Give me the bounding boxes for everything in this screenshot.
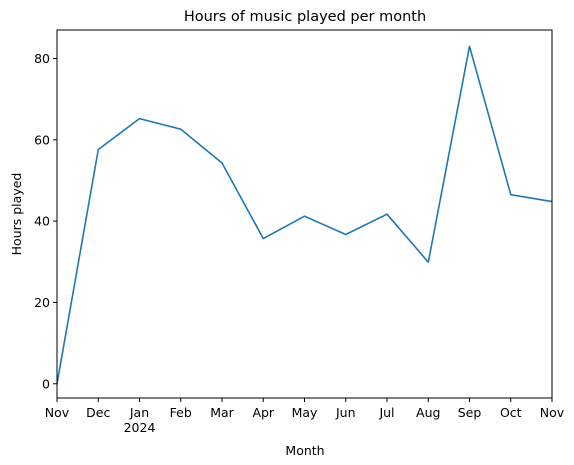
x-tick-label: Apr (252, 405, 274, 420)
x-tick-label: Oct (500, 405, 522, 420)
y-tick-label: 40 (34, 214, 50, 229)
series-line (56, 45, 553, 384)
x-tick-label: Nov (540, 405, 565, 420)
chart-title: Hours of music played per month (184, 9, 426, 25)
x-axis-label: Month (285, 443, 324, 458)
x-tick-label: Feb (170, 405, 192, 420)
x-tick-label: Aug (416, 405, 440, 420)
x-tick-label: May (292, 405, 318, 420)
y-tick-label: 20 (34, 295, 50, 310)
x-tick-label: Mar (210, 405, 234, 420)
y-tick-label: 80 (34, 51, 50, 66)
x-tick-label: Sep (458, 405, 482, 420)
y-tick-label: 60 (34, 132, 50, 147)
x-tick-label: Jan 2024 (124, 405, 156, 435)
plot-area-frame (56, 29, 553, 399)
x-tick-label: Jul (378, 405, 394, 420)
x-axis: Nov Dec Jan 2024 Feb Mar Apr May Jun Jul Aug Sep Oct… (45, 398, 565, 435)
x-tick-label: Dec (86, 405, 110, 420)
y-axis-label: Hours played (9, 173, 24, 256)
plot-series (56, 45, 553, 384)
y-tick-label: 0 (42, 376, 50, 391)
y-axis: 0 20 40 60 80 (34, 51, 57, 391)
x-tick-label: Nov (45, 405, 70, 420)
x-tick-label: Jun (335, 405, 356, 420)
